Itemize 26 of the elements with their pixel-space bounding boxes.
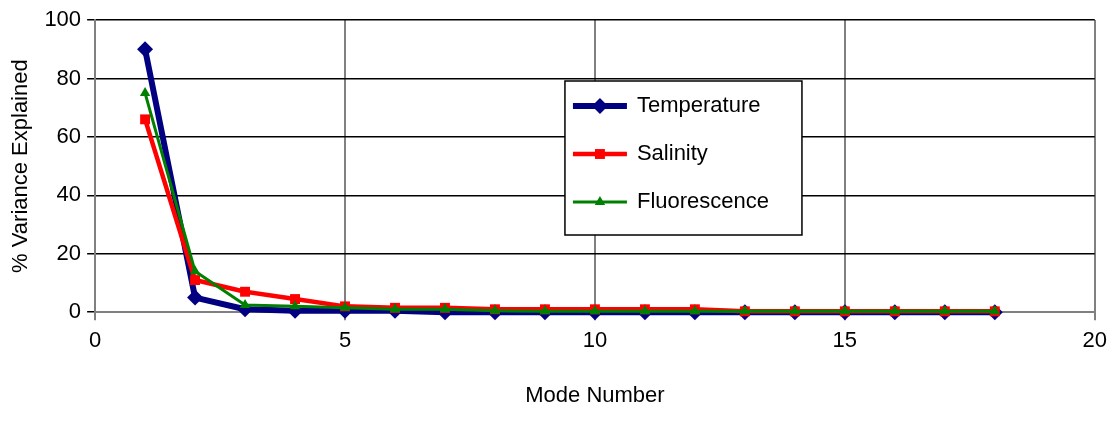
point [189, 265, 201, 275]
x-tick-label: 10 [582, 327, 608, 353]
y-tick-label: 60 [56, 122, 82, 148]
y-axis-title: % Variance Explained [7, 59, 33, 273]
point [239, 298, 251, 308]
point [140, 114, 151, 125]
x-tick-label: 20 [1082, 327, 1108, 353]
legend-label: Fluorescence [636, 188, 770, 214]
point [289, 300, 301, 310]
y-tick-label: 40 [56, 181, 82, 207]
y-tick-label: 100 [44, 6, 82, 32]
point [137, 41, 154, 58]
y-tick-label: 0 [68, 298, 82, 324]
legend-label: Temperature [636, 92, 761, 118]
x-tick-label: 5 [338, 327, 352, 353]
point [139, 87, 151, 97]
point [190, 275, 201, 286]
legend-label: Salinity [636, 140, 708, 166]
y-tick-label: 80 [56, 64, 82, 90]
x-tick-label: 0 [88, 327, 102, 353]
point [240, 286, 251, 297]
x-axis-title: Mode Number [525, 381, 665, 407]
x-tick-label: 15 [832, 327, 858, 353]
y-tick-label: 20 [56, 239, 82, 265]
point [290, 294, 300, 304]
point [187, 289, 204, 306]
